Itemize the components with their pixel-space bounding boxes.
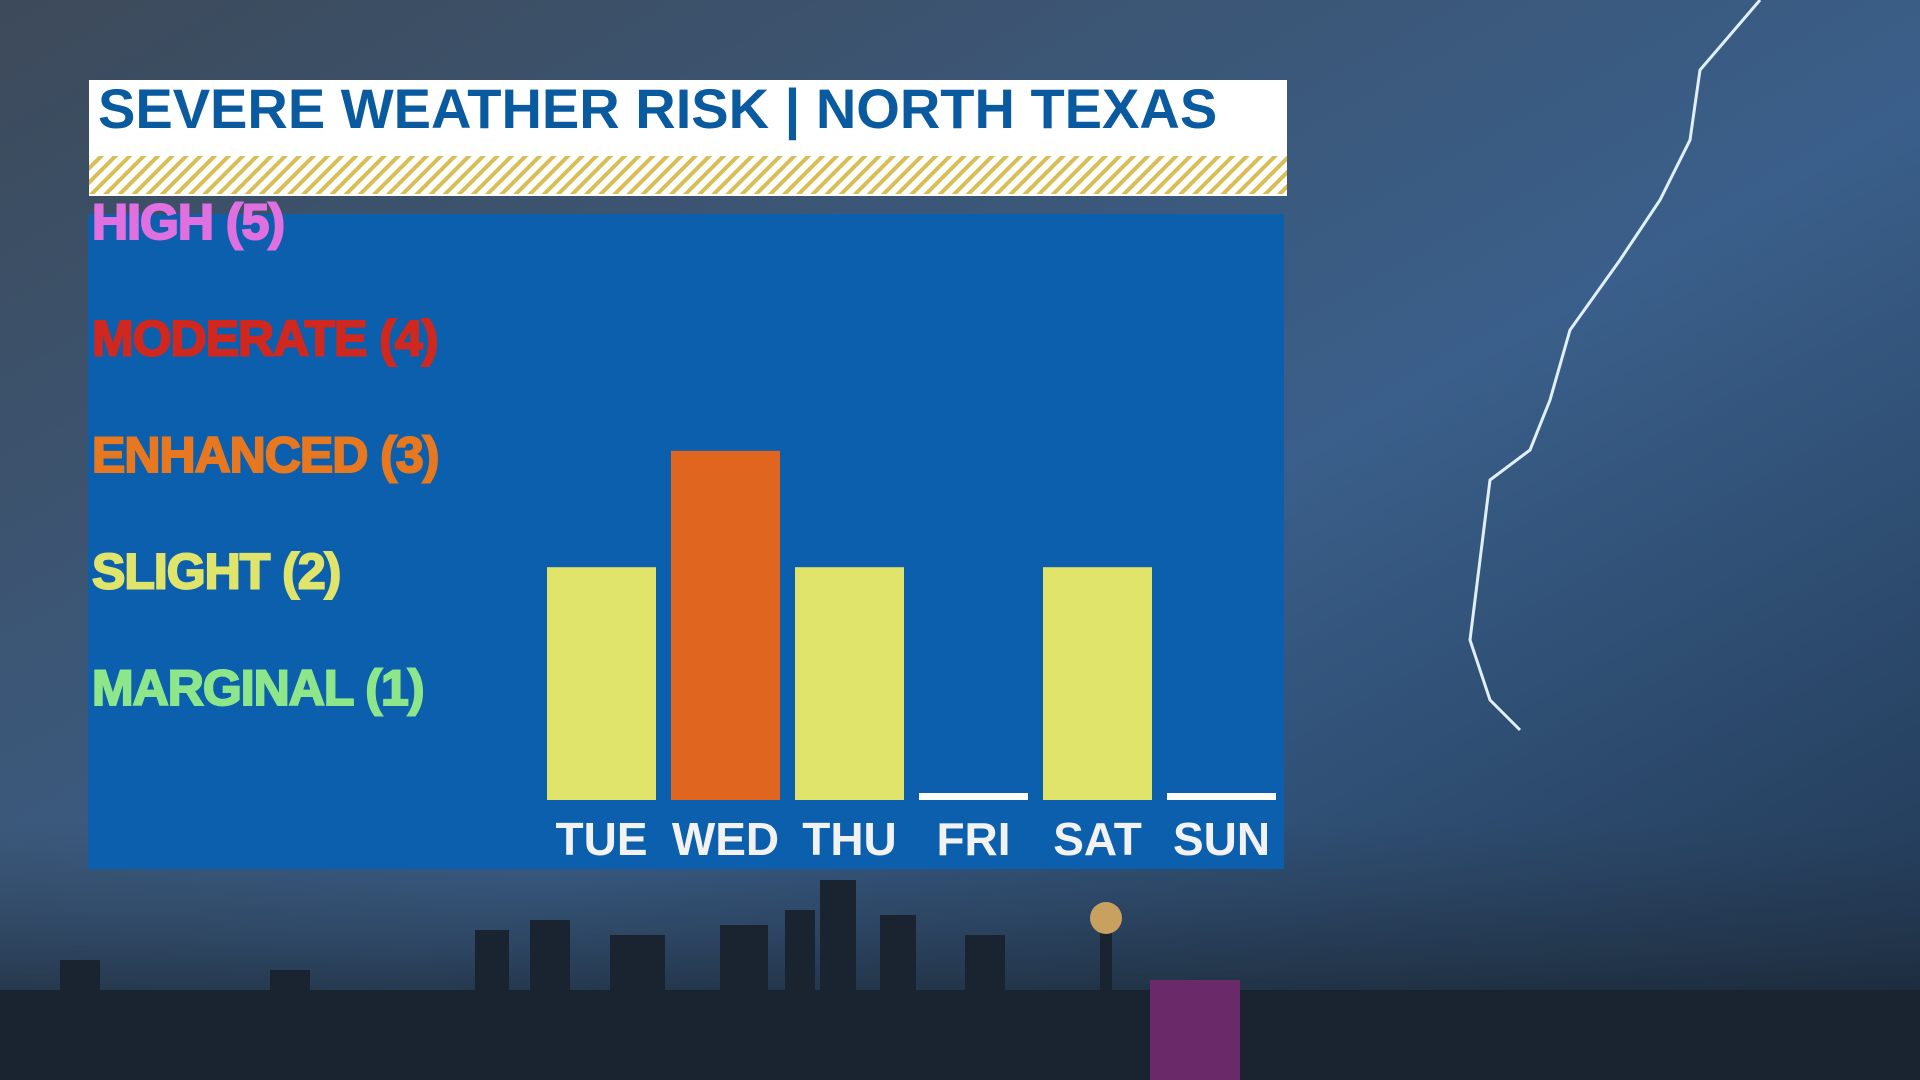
title-hatch xyxy=(89,156,1287,194)
y-tick-label: MODERATE (4) xyxy=(92,311,437,367)
y-tick-label: MARGINAL (1) xyxy=(92,660,424,716)
skyline xyxy=(0,880,1920,1080)
tower-ball xyxy=(1090,902,1122,934)
x-tick-label: SUN xyxy=(1173,813,1270,865)
y-tick-label: ENHANCED (3) xyxy=(92,427,438,483)
x-tick-label: TUE xyxy=(556,813,648,865)
bar xyxy=(547,567,656,800)
lightning xyxy=(1468,0,1762,732)
bar xyxy=(795,567,904,800)
x-tick-label: THU xyxy=(802,813,897,865)
x-tick-label: FRI xyxy=(936,813,1010,865)
chart-title: SEVERE WEATHER RISK | NORTH TEXAS xyxy=(98,77,1217,141)
bar xyxy=(1043,567,1152,800)
bar xyxy=(671,450,780,800)
x-tick-label: SAT xyxy=(1053,813,1142,865)
bar xyxy=(1167,793,1276,800)
y-tick-label: SLIGHT (2) xyxy=(92,543,340,599)
x-tick-label: WED xyxy=(672,813,779,865)
y-tick-label: HIGH (5) xyxy=(92,194,284,250)
bar xyxy=(919,793,1028,800)
